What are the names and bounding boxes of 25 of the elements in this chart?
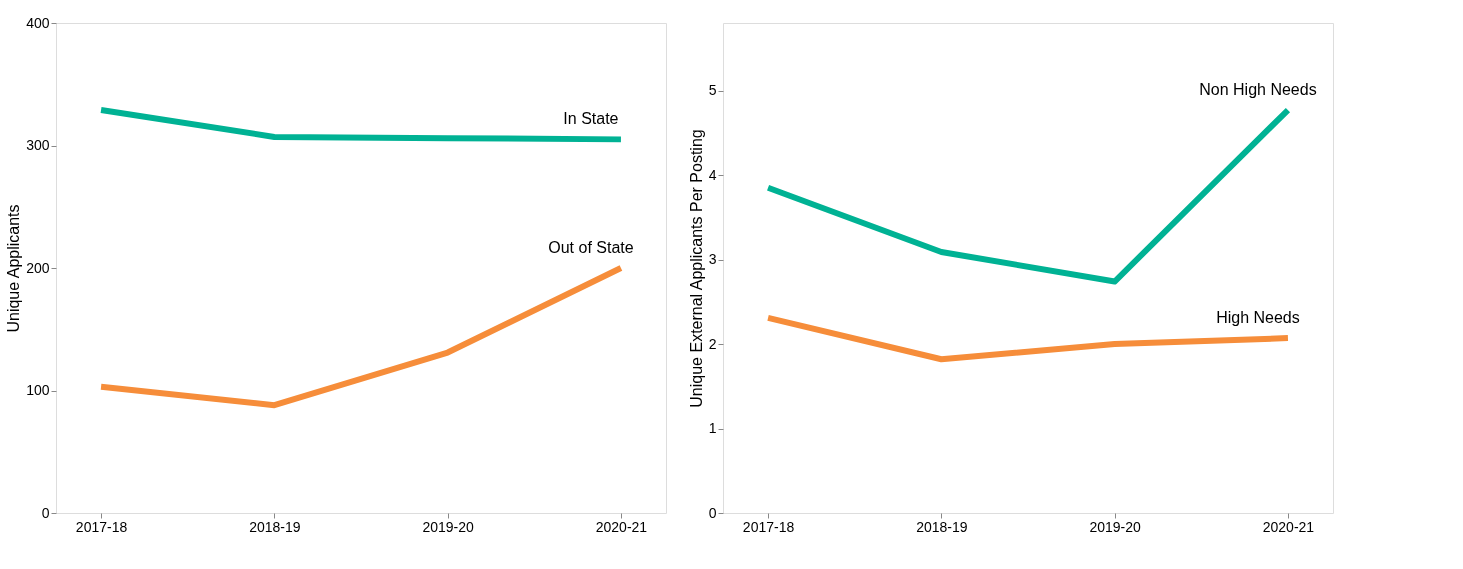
- y-tick-label: 5: [708, 82, 717, 99]
- y-tick-label: 0: [708, 504, 717, 521]
- y-tick-label: 400: [26, 14, 50, 31]
- y-tick-label: 300: [26, 137, 50, 153]
- y-tick-label: 4: [708, 166, 717, 183]
- y-axis-title: Unique External Applicants Per Posting: [687, 129, 705, 408]
- series-label: High Needs: [1216, 309, 1300, 327]
- series-label: Out of State: [548, 239, 634, 256]
- x-tick-label: 2017-18: [742, 518, 795, 535]
- x-tick-label: 2019-20: [1089, 518, 1142, 535]
- x-tick-label: 2018-19: [916, 518, 968, 535]
- y-tick-label: 100: [26, 382, 50, 398]
- y-axis-title: Unique Applicants: [5, 204, 23, 333]
- x-tick-label: 2018-19: [249, 518, 301, 535]
- x-tick-label: 2019-20: [422, 518, 475, 535]
- y-tick-label: 3: [708, 251, 717, 268]
- x-tick-label: 2020-21: [595, 518, 648, 535]
- series-label: Non High Needs: [1199, 81, 1317, 99]
- y-tick-label: 2: [708, 335, 717, 352]
- series-label: In State: [563, 110, 619, 128]
- y-tick-label: 1: [708, 420, 717, 437]
- x-tick-label: 2017-18: [75, 518, 128, 535]
- y-tick-label: 0: [41, 504, 50, 521]
- y-tick-label: 200: [26, 259, 50, 276]
- x-tick-label: 2020-21: [1262, 518, 1315, 535]
